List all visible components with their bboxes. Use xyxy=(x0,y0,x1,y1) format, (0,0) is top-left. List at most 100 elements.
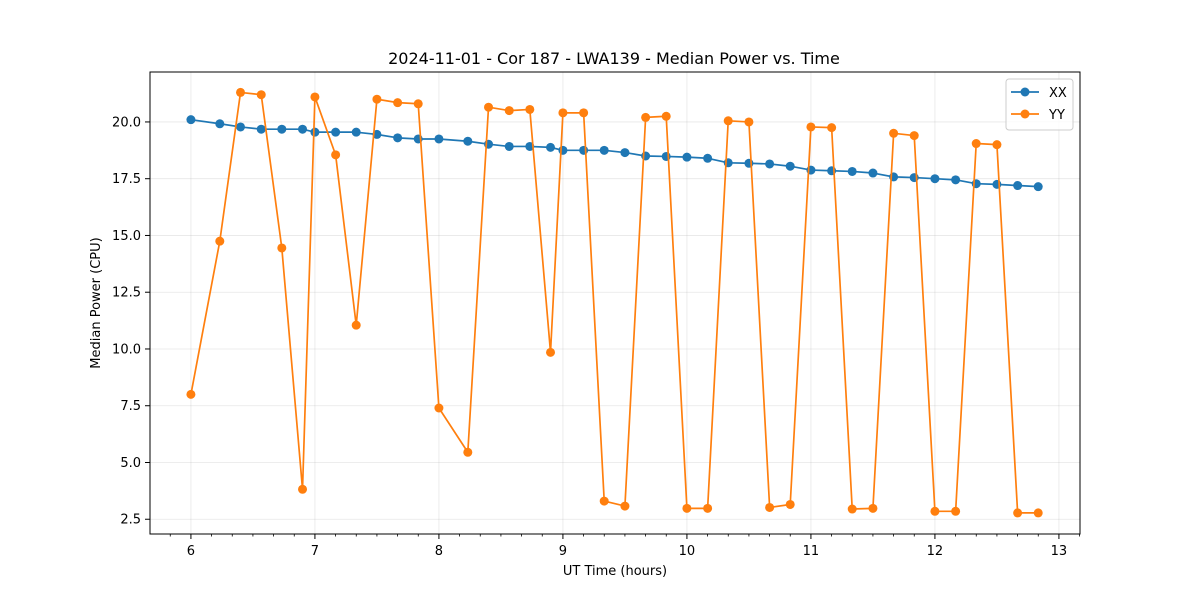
data-point-xx xyxy=(310,127,320,137)
plot-frame xyxy=(149,71,1081,535)
y-tick-label: 15.0 xyxy=(112,229,141,244)
data-point-yy xyxy=(909,131,919,141)
legend-marker xyxy=(1020,109,1030,119)
x-axis: 6 7 8 9 10 11 12 13 xyxy=(169,534,1080,559)
plot-area: 6 7 8 9 10 11 12 13 2.5 5.0 7.5 10.0 12.5 15.0 17.5 20… xyxy=(112,71,1081,559)
data-point-xx xyxy=(847,166,857,176)
data-point-xx xyxy=(331,127,341,137)
data-point-xx xyxy=(186,115,196,125)
data-point-yy xyxy=(682,503,692,513)
data-point-yy xyxy=(847,504,857,514)
x-tick-label: 13 xyxy=(1051,544,1068,559)
series-layer xyxy=(186,87,1043,518)
data-point-xx xyxy=(463,136,473,146)
data-point-xx xyxy=(661,151,671,161)
x-tick-label: 7 xyxy=(311,544,319,559)
data-point-yy xyxy=(992,140,1002,150)
data-point-yy xyxy=(298,484,308,494)
data-point-yy xyxy=(827,123,837,133)
y-tick-label: 2.5 xyxy=(120,513,141,528)
data-point-yy xyxy=(579,108,589,118)
data-point-xx xyxy=(393,133,403,143)
data-point-yy xyxy=(765,502,775,512)
data-point-yy xyxy=(806,122,816,132)
data-point-xx xyxy=(546,142,556,152)
data-point-yy xyxy=(599,496,609,506)
data-point-xx xyxy=(236,122,246,132)
data-point-xx xyxy=(256,124,266,134)
y-tick-label: 5.0 xyxy=(120,456,141,471)
data-point-yy xyxy=(868,503,878,513)
data-point-xx xyxy=(215,119,225,129)
data-point-yy xyxy=(504,106,514,116)
data-point-yy xyxy=(463,447,473,457)
data-point-yy xyxy=(484,102,494,112)
data-point-xx xyxy=(785,161,795,171)
data-point-xx xyxy=(868,168,878,178)
data-point-yy xyxy=(1033,508,1043,518)
y-axis: 2.5 5.0 7.5 10.0 12.5 15.0 17.5 20.0 xyxy=(112,115,150,528)
x-tick-label: 10 xyxy=(679,544,696,559)
data-point-xx xyxy=(277,124,287,134)
data-point-yy xyxy=(434,403,444,413)
data-point-xx xyxy=(703,153,713,163)
data-point-yy xyxy=(723,116,733,126)
data-point-yy xyxy=(1013,508,1023,518)
legend-label: XX xyxy=(1049,86,1067,101)
data-point-yy xyxy=(277,243,287,253)
data-point-xx xyxy=(1033,182,1043,192)
legend-item-xx: XX xyxy=(1011,86,1067,101)
y-axis-label: Median Power (CPU) xyxy=(89,237,104,368)
x-tick-label: 8 xyxy=(435,544,443,559)
y-tick-label: 20.0 xyxy=(112,115,141,130)
data-point-yy xyxy=(236,87,246,97)
x-tick-label: 12 xyxy=(927,544,944,559)
legend-marker xyxy=(1020,87,1030,97)
grid xyxy=(150,72,1080,534)
legend-item-yy: YY xyxy=(1011,108,1065,123)
data-point-xx xyxy=(351,127,361,137)
data-point-xx xyxy=(579,145,589,155)
data-point-xx xyxy=(504,141,514,151)
data-point-xx xyxy=(951,175,961,185)
data-point-yy xyxy=(331,150,341,160)
data-point-yy xyxy=(889,128,899,138)
y-tick-label: 7.5 xyxy=(120,399,141,414)
data-point-xx xyxy=(434,134,444,144)
data-point-xx xyxy=(1013,181,1023,191)
data-point-yy xyxy=(661,111,671,121)
data-point-yy xyxy=(744,117,754,127)
y-tick-label: 10.0 xyxy=(112,342,141,357)
x-tick-label: 11 xyxy=(803,544,820,559)
data-point-yy xyxy=(785,499,795,509)
data-point-yy xyxy=(186,389,196,399)
data-point-yy xyxy=(546,347,556,357)
data-point-yy xyxy=(525,104,535,114)
data-point-yy xyxy=(215,236,225,246)
data-point-yy xyxy=(256,90,266,100)
data-point-xx xyxy=(599,145,609,155)
series-yy xyxy=(186,87,1043,518)
data-point-yy xyxy=(703,503,713,513)
data-point-yy xyxy=(372,94,382,104)
chart-title: 2024-11-01 - Cor 187 - LWA139 - Median P… xyxy=(388,49,840,68)
x-tick-label: 9 xyxy=(559,544,567,559)
data-point-yy xyxy=(413,99,423,109)
data-point-yy xyxy=(558,108,568,118)
y-tick-label: 12.5 xyxy=(112,286,141,301)
data-point-yy xyxy=(951,506,961,516)
series-xx xyxy=(186,115,1043,192)
data-point-yy xyxy=(393,98,403,108)
data-point-yy xyxy=(620,501,630,511)
data-point-xx xyxy=(558,145,568,155)
data-point-yy xyxy=(971,139,981,149)
x-tick-label: 6 xyxy=(187,544,195,559)
data-point-xx xyxy=(298,124,308,134)
legend-label: YY xyxy=(1048,108,1065,123)
data-point-xx xyxy=(641,151,651,161)
data-point-yy xyxy=(351,320,361,330)
data-point-yy xyxy=(930,506,940,516)
data-point-xx xyxy=(682,152,692,162)
data-point-yy xyxy=(310,92,320,102)
